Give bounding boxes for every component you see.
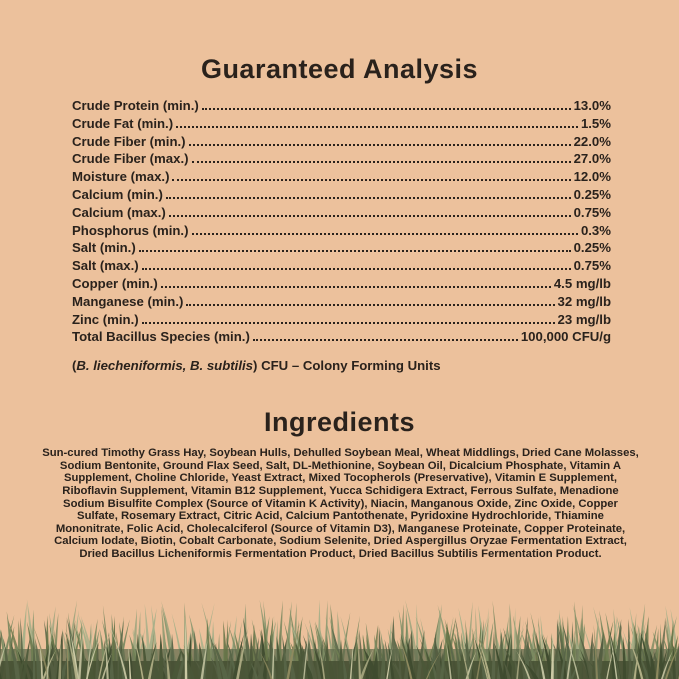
analysis-row: Salt (min.) 0.25% xyxy=(72,239,611,257)
analysis-row-value: 4.5 mg/lb xyxy=(553,275,611,291)
analysis-row-label: Crude Fiber (min.) xyxy=(72,133,186,149)
analysis-row-value: 0.25% xyxy=(573,240,611,256)
analysis-row: Total Bacillus Species (min.) 100,000 CF… xyxy=(72,328,611,346)
analysis-row-value: 1.5% xyxy=(580,115,611,131)
dot-leader xyxy=(252,339,518,342)
dot-leader xyxy=(141,321,555,324)
analysis-row-label: Salt (min.) xyxy=(72,240,136,256)
analysis-row: Crude Fat (min.) 1.5% xyxy=(72,115,611,133)
analysis-row-label: Calcium (min.) xyxy=(72,186,163,202)
analysis-row: Salt (max.) 0.75% xyxy=(72,257,611,275)
analysis-row-value: 32 mg/lb xyxy=(557,293,612,309)
analysis-row-label: Crude Fat (min.) xyxy=(72,115,174,131)
analysis-row-label: Crude Fiber (max.) xyxy=(72,151,189,167)
guaranteed-analysis-title: Guaranteed Analysis xyxy=(200,54,479,84)
analysis-row-value: 0.75% xyxy=(573,258,611,274)
cfu-note-prefix: ( xyxy=(72,358,77,374)
dot-leader xyxy=(186,303,555,306)
analysis-row-label: Calcium (max.) xyxy=(72,204,166,220)
analysis-row: Manganese (min.) 32 mg/lb xyxy=(72,293,611,311)
dot-leader xyxy=(165,196,571,199)
cfu-note-species: B. liecheniformis, B. subtilis xyxy=(76,358,254,374)
analysis-row: Calcium (max.) 0.75% xyxy=(72,204,611,222)
analysis-row: Copper (min.) 4.5 mg/lb xyxy=(72,275,611,293)
analysis-row: Crude Fiber (max.) 27.0% xyxy=(72,150,611,168)
analysis-row: Crude Fiber (min.) 22.0% xyxy=(72,133,611,151)
analysis-row: Crude Protein (min.) 13.0% xyxy=(72,97,611,115)
analysis-row-label: Moisture (max.) xyxy=(72,169,170,185)
dot-leader xyxy=(172,179,571,182)
guaranteed-analysis-table: Crude Protein (min.) 13.0% Crude Fat (mi… xyxy=(72,97,611,346)
analysis-row-label: Salt (max.) xyxy=(72,258,139,274)
analysis-row-label: Zinc (min.) xyxy=(72,311,139,327)
hay-grass-illustration xyxy=(0,599,679,679)
dot-leader xyxy=(201,108,571,110)
analysis-row-value: 100,000 CFU/g xyxy=(520,329,611,345)
dot-leader xyxy=(138,250,571,253)
dot-leader xyxy=(191,232,578,235)
dot-leader xyxy=(191,161,571,164)
dot-leader xyxy=(168,214,571,217)
analysis-row: Phosphorus (min.) 0.3% xyxy=(72,222,611,240)
dot-leader xyxy=(160,285,551,288)
ingredients-title: Ingredients xyxy=(263,407,416,438)
analysis-row: Calcium (min.) 0.25% xyxy=(72,186,611,204)
dot-leader xyxy=(188,143,571,146)
analysis-row: Zinc (min.) 23 mg/lb xyxy=(72,311,611,329)
analysis-row-value: 27.0% xyxy=(573,151,611,167)
analysis-row-value: 12.0% xyxy=(573,169,611,185)
analysis-row-label: Crude Protein (min.) xyxy=(72,98,199,113)
analysis-row-label: Total Bacillus Species (min.) xyxy=(72,329,250,345)
cfu-note-suffix: ) CFU – Colony Forming Units xyxy=(253,358,441,374)
analysis-row: Moisture (max.) 12.0% xyxy=(72,168,611,186)
analysis-row-label: Phosphorus (min.) xyxy=(72,222,189,238)
analysis-row-value: 13.0% xyxy=(573,98,611,113)
ingredients-text: Sun-cured Timothy Grass Hay, Soybean Hul… xyxy=(42,447,639,560)
dot-leader xyxy=(176,125,578,128)
hay-grass-photo xyxy=(0,587,679,679)
analysis-row-value: 0.3% xyxy=(580,222,611,238)
analysis-row-value: 0.75% xyxy=(573,204,611,220)
analysis-row-value: 0.25% xyxy=(573,186,611,202)
cfu-note: (B. liecheniformis, B. subtilis) CFU – C… xyxy=(72,357,611,374)
dot-leader xyxy=(141,268,571,271)
analysis-row-label: Manganese (min.) xyxy=(72,293,184,309)
analysis-row-value: 23 mg/lb xyxy=(557,311,612,327)
analysis-row-value: 22.0% xyxy=(573,133,611,149)
analysis-row-label: Copper (min.) xyxy=(72,275,158,291)
